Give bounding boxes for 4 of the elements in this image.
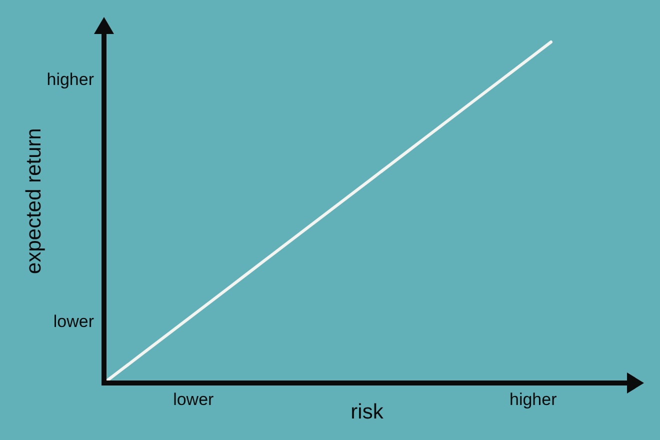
- x-axis-title: risk: [350, 400, 384, 424]
- text: lower: [53, 312, 94, 331]
- y-axis-title: expected return: [22, 128, 46, 274]
- text: higher: [46, 70, 94, 89]
